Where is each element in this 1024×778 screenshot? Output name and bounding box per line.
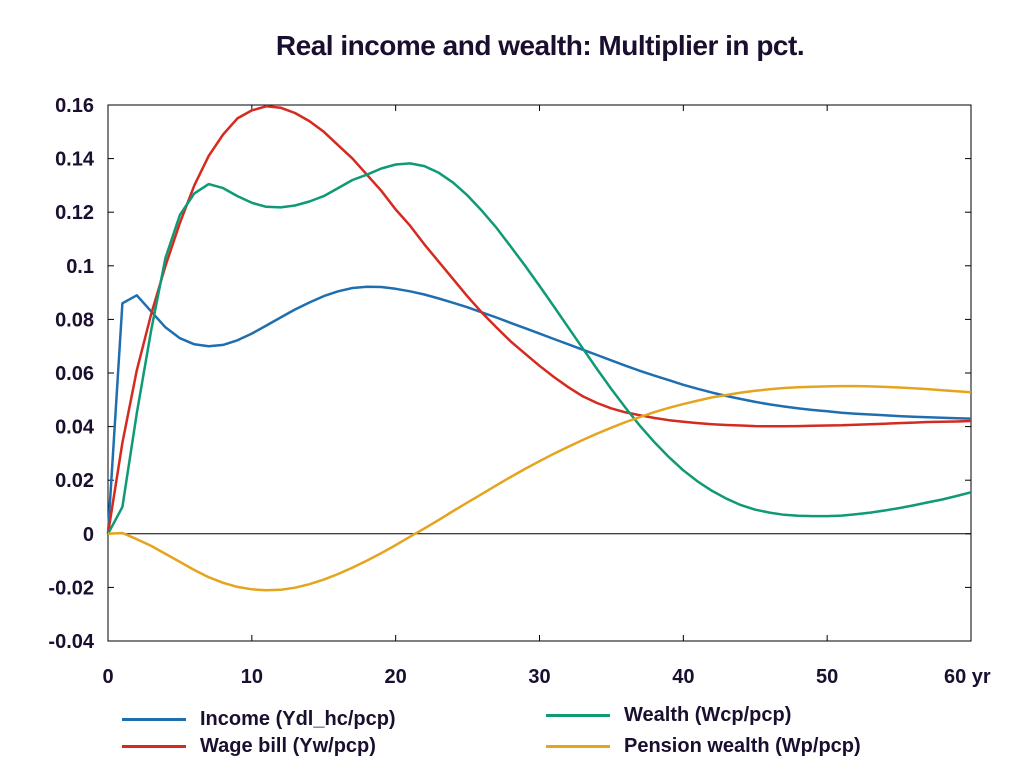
line-chart: 0.16 0.14 0.12 0.1 0.08 0.06 0.04 0.02 0 -0.02 -0.… bbox=[48, 95, 991, 688]
x-tick-label: 30 bbox=[528, 666, 550, 688]
legend-item-wealth: Wealth (Wcp/pcp) bbox=[546, 704, 791, 727]
legend-swatch-pension-wealth bbox=[546, 745, 610, 748]
y-tick-label: 0.04 bbox=[55, 417, 95, 439]
pension-wealth-line bbox=[107, 384, 972, 592]
legend-item-wage-bill: Wage bill (Yw/pcp) bbox=[122, 735, 376, 758]
x-tick-label: 40 bbox=[672, 666, 694, 688]
wealth-line bbox=[106, 162, 972, 535]
legend-label-wealth: Wealth (Wcp/pcp) bbox=[624, 704, 792, 726]
x-tick-label: 0 bbox=[102, 666, 113, 688]
y-tick-label: 0.06 bbox=[55, 363, 94, 385]
y-tick-label: 0.08 bbox=[55, 309, 94, 331]
income-line bbox=[106, 285, 972, 534]
y-axis: 0.16 0.14 0.12 0.1 0.08 0.06 0.04 0.02 0 -0.02 -0.… bbox=[48, 95, 971, 653]
series-lines bbox=[106, 105, 972, 592]
legend-label-pension-wealth: Pension wealth (Wp/pcp) bbox=[624, 735, 861, 757]
y-tick-label: -0.04 bbox=[48, 631, 94, 653]
x-tick-label: 60 yr bbox=[944, 666, 991, 688]
plot-border bbox=[107, 104, 972, 642]
legend-item-income: Income (Ydl_hc/pcp) bbox=[122, 708, 396, 731]
legend-swatch-wage-bill bbox=[122, 745, 186, 748]
legend-label-wage-bill: Wage bill (Yw/pcp) bbox=[200, 735, 376, 757]
chart-title: Real income and wealth: Multiplier in pc… bbox=[275, 30, 805, 61]
y-tick-label: 0.16 bbox=[55, 95, 94, 117]
wage-bill-line bbox=[106, 105, 972, 534]
y-tick-label: 0.02 bbox=[55, 470, 94, 492]
legend-swatch-income bbox=[122, 718, 186, 721]
x-tick-label: 50 bbox=[816, 666, 838, 688]
legend-swatch-wealth bbox=[546, 714, 610, 717]
y-tick-label: 0.12 bbox=[55, 202, 94, 224]
legend-label-income: Income (Ydl_hc/pcp) bbox=[200, 708, 396, 730]
y-tick-label: 0.14 bbox=[55, 149, 95, 171]
y-tick-label: 0 bbox=[83, 524, 94, 546]
y-tick-label: 0.1 bbox=[66, 256, 94, 278]
x-axis: 0 10 20 30 40 50 60 yr bbox=[102, 105, 991, 688]
y-tick-label: -0.02 bbox=[48, 577, 94, 599]
legend-item-pension-wealth: Pension wealth (Wp/pcp) bbox=[546, 735, 861, 758]
x-tick-label: 10 bbox=[241, 666, 263, 688]
x-tick-label: 20 bbox=[385, 666, 407, 688]
plot-frame bbox=[107, 104, 972, 642]
